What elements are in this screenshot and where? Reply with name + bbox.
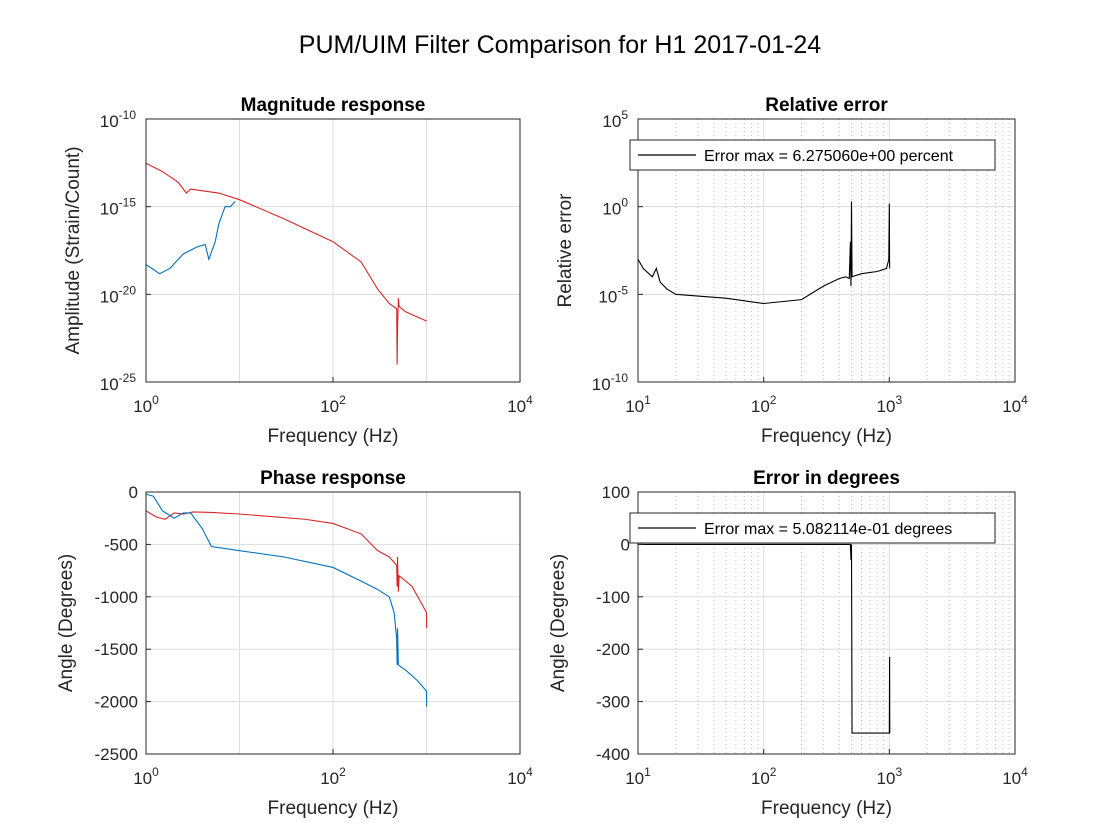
axes-box bbox=[637, 491, 1016, 755]
legend: Error max = 6.275060e+00 percent bbox=[629, 139, 996, 171]
x-axis-label: Frequency (Hz) bbox=[761, 426, 892, 447]
series-line-1 bbox=[146, 162, 427, 365]
x-axis-label: Frequency (Hz) bbox=[761, 798, 892, 819]
y-tick-label: 100 bbox=[602, 483, 630, 502]
y-tick-label: -1000 bbox=[95, 588, 138, 607]
series-line-1 bbox=[146, 510, 428, 629]
y-axis-label: Angle (Degrees) bbox=[56, 554, 77, 692]
legend-entry: Error max = 5.082114e-01 degrees bbox=[704, 521, 952, 538]
y-tick-label: 10-15 bbox=[100, 196, 137, 219]
series-line-2 bbox=[146, 201, 236, 275]
legend: Error max = 5.082114e-01 degrees bbox=[629, 512, 996, 544]
y-tick-label: 105 bbox=[602, 108, 628, 131]
x-tick-label: 102 bbox=[751, 765, 777, 788]
series-line-1 bbox=[638, 201, 891, 305]
y-tick-label: 100 bbox=[602, 196, 628, 219]
legend-entry: Error max = 6.275060e+00 percent bbox=[704, 148, 954, 165]
x-tick-label: 101 bbox=[625, 765, 651, 788]
x-tick-label: 102 bbox=[320, 393, 346, 416]
y-tick-label: -1500 bbox=[95, 640, 138, 659]
y-tick-label: 10-10 bbox=[592, 371, 629, 394]
x-tick-label: 103 bbox=[877, 393, 903, 416]
x-tick-label: 104 bbox=[1002, 765, 1028, 788]
panel-degerr: 101 102 103 104 -400 -300 -200 -100 0 100 Error in… bbox=[548, 468, 1028, 819]
y-axis-label: Relative error bbox=[555, 193, 576, 308]
y-tick-label: -300 bbox=[596, 693, 630, 712]
y-axis-label: Angle (Degrees) bbox=[548, 554, 569, 692]
y-tick-label: 10-10 bbox=[100, 108, 137, 131]
panel-phase: 100 102 104 -2500 -2000 -1500 -1000 -500 0 Phase … bbox=[56, 468, 533, 819]
chart-title: Error in degrees bbox=[753, 468, 900, 489]
x-tick-label: 100 bbox=[133, 393, 159, 416]
y-axis-label: Amplitude (Strain/Count) bbox=[63, 146, 84, 354]
panel-relerr: 101 102 103 104 10-10 10-5 100 105 Relative erro… bbox=[555, 95, 1028, 447]
y-tick-label: -2500 bbox=[95, 745, 138, 764]
x-tick-label: 104 bbox=[507, 393, 533, 416]
chart-title: Magnitude response bbox=[241, 95, 426, 116]
y-tick-label: -100 bbox=[596, 588, 630, 607]
series-line-1 bbox=[638, 543, 891, 734]
panels: 100 102 104 10-25 10-20 10-15 10-10 Magnitude r… bbox=[56, 95, 1028, 819]
y-tick-label: -200 bbox=[596, 640, 630, 659]
x-axis-label: Frequency (Hz) bbox=[268, 798, 399, 819]
x-tick-label: 102 bbox=[751, 393, 777, 416]
legend-box bbox=[629, 512, 996, 544]
panel-magnitude: 100 102 104 10-25 10-20 10-15 10-10 Magnitude r… bbox=[63, 95, 533, 447]
y-tick-label: 10-20 bbox=[100, 283, 137, 306]
x-tick-label: 104 bbox=[507, 765, 533, 788]
y-tick-label: -2000 bbox=[95, 693, 138, 712]
y-tick-label: 10-5 bbox=[598, 283, 628, 306]
x-tick-label: 102 bbox=[320, 765, 346, 788]
y-tick-label: 0 bbox=[621, 535, 630, 554]
y-tick-label: -400 bbox=[596, 745, 630, 764]
axes-box bbox=[637, 118, 1016, 383]
series-line-2 bbox=[146, 493, 428, 707]
x-tick-label: 101 bbox=[625, 393, 651, 416]
x-tick-label: 100 bbox=[133, 765, 159, 788]
figure-title: PUM/UIM Filter Comparison for H1 2017-01… bbox=[299, 31, 821, 59]
x-tick-label: 104 bbox=[1002, 393, 1028, 416]
chart-title: Relative error bbox=[765, 95, 888, 116]
y-tick-label: 10-25 bbox=[100, 371, 137, 394]
chart-title: Phase response bbox=[260, 468, 406, 489]
y-tick-label: 0 bbox=[129, 483, 138, 502]
x-tick-label: 103 bbox=[877, 765, 903, 788]
y-tick-label: -500 bbox=[104, 535, 138, 554]
x-axis-label: Frequency (Hz) bbox=[268, 426, 399, 447]
